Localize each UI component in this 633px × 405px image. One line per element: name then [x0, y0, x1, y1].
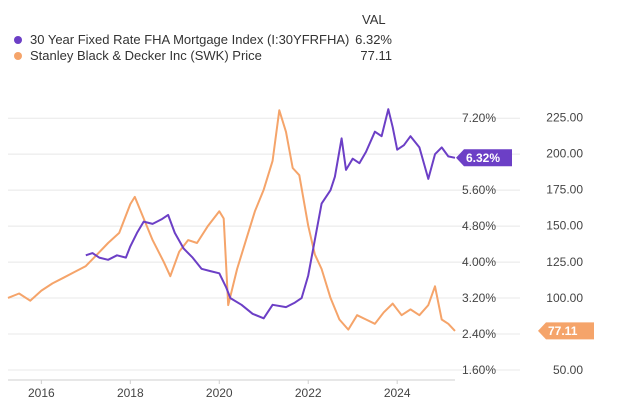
left-axis-tick-label: 3.20% [462, 291, 496, 305]
left-axis-tick-label: 7.20% [462, 111, 496, 125]
left-axis-tick-label: 1.60% [462, 363, 496, 377]
swk-price-value-flag-label: 77.11 [548, 324, 578, 338]
right-axis-tick-label: 125.00 [546, 255, 583, 269]
x-axis-tick-label: 2016 [28, 386, 55, 400]
right-axis-tick-label: 225.00 [546, 111, 583, 125]
x-axis-tick-label: 2022 [295, 386, 322, 400]
left-axis-tick-label: 2.40% [462, 327, 496, 341]
series-line-mortgage-rate [85, 108, 456, 320]
left-axis-tick-label: 4.00% [462, 255, 496, 269]
right-axis-tick-label: 175.00 [546, 183, 583, 197]
mortgage-rate-value-flag [456, 149, 512, 167]
left-axis-tick-label: 4.80% [462, 219, 496, 233]
legend-item-label: Stanley Black & Decker Inc (SWK) Price [30, 48, 262, 63]
right-axis-tick-label: 100.00 [546, 291, 583, 305]
legend-item-label: 30 Year Fixed Rate FHA Mortgage Index (I… [30, 32, 350, 47]
series-marker-icon [14, 36, 22, 44]
legend-item-value: 77.11 [360, 48, 392, 63]
left-axis-tick-label: 5.60% [462, 183, 496, 197]
mortgage-rate-value-flag-label: 6.32% [466, 151, 500, 165]
series-line-swk-price [7, 109, 456, 332]
x-axis-tick-label: 2024 [384, 386, 411, 400]
x-axis-tick-label: 2020 [206, 386, 233, 400]
right-axis-tick-label: 50.00 [553, 363, 583, 377]
swk-price-value-flag [538, 322, 594, 340]
x-axis-tick-label: 2018 [117, 386, 144, 400]
legend-item-mortgage[interactable]: 30 Year Fixed Rate FHA Mortgage Index (I… [12, 32, 392, 48]
series-marker-icon [14, 52, 22, 60]
legend-value-header: VAL [362, 12, 386, 27]
right-axis-tick-label: 200.00 [546, 147, 583, 161]
legend-item-value: 6.32% [355, 32, 392, 47]
legend-item-swk[interactable]: Stanley Black & Decker Inc (SWK) Price 7… [12, 48, 392, 64]
right-axis-tick-label: 150.00 [546, 219, 583, 233]
